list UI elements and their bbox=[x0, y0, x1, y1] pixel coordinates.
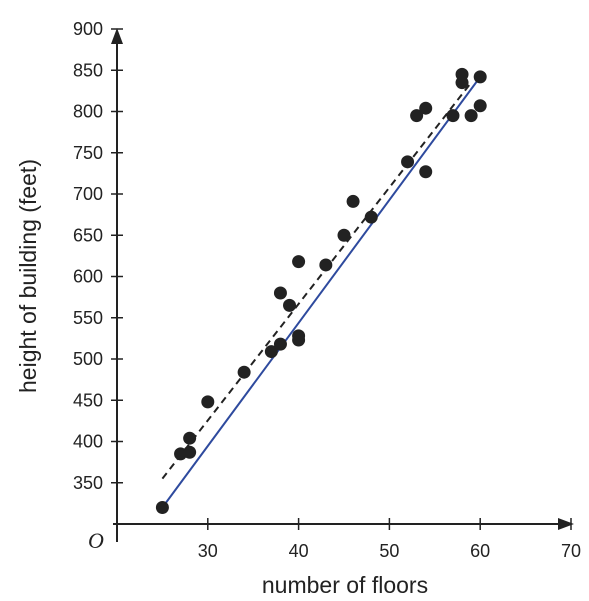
y-tick-label-600: 600 bbox=[73, 267, 103, 287]
y-tick-label-450: 450 bbox=[73, 390, 103, 410]
x-axis-arrow bbox=[558, 518, 574, 530]
origin-label: O bbox=[88, 528, 104, 553]
x-axis-title: number of floors bbox=[262, 572, 428, 598]
data-point-5 bbox=[201, 395, 215, 409]
data-point-18 bbox=[401, 155, 415, 169]
y-axis-title: height of building (feet) bbox=[15, 159, 41, 393]
fit-lines bbox=[161, 76, 482, 509]
y-tick-label-650: 650 bbox=[73, 225, 103, 245]
data-point-20 bbox=[419, 101, 433, 115]
x-tick-label-30: 30 bbox=[198, 541, 218, 561]
y-tick-label-500: 500 bbox=[73, 349, 103, 369]
data-point-6 bbox=[237, 365, 251, 379]
x-tick-labels: 30 40 50 60 70 bbox=[198, 541, 581, 561]
data-point-9 bbox=[273, 286, 287, 300]
data-point-24 bbox=[455, 76, 469, 90]
solid-fit-line bbox=[161, 76, 482, 509]
y-tick-label-350: 350 bbox=[73, 473, 103, 493]
data-point-1 bbox=[155, 501, 169, 514]
data-point-8 bbox=[273, 337, 287, 351]
data-point-22 bbox=[446, 109, 460, 123]
data-point-15 bbox=[337, 228, 351, 242]
y-axis-arrow bbox=[111, 28, 123, 44]
data-point-17 bbox=[364, 210, 378, 224]
data-point-12 bbox=[292, 333, 306, 347]
data-point-25 bbox=[464, 109, 478, 123]
data-point-14 bbox=[319, 258, 333, 272]
x-tick-label-40: 40 bbox=[289, 541, 309, 561]
dashed-fit-line bbox=[161, 82, 472, 480]
y-tick-label-400: 400 bbox=[73, 432, 103, 452]
axes bbox=[111, 28, 574, 542]
data-point-13 bbox=[292, 255, 306, 269]
x-tick-label-70: 70 bbox=[561, 541, 581, 561]
y-tick-label-550: 550 bbox=[73, 308, 103, 328]
data-points bbox=[155, 67, 487, 514]
y-tick-label-850: 850 bbox=[73, 60, 103, 80]
data-point-16 bbox=[346, 194, 360, 208]
data-point-21 bbox=[419, 165, 433, 179]
y-tick-label-700: 700 bbox=[73, 184, 103, 204]
y-tick-label-750: 750 bbox=[73, 143, 103, 163]
y-tick-label-800: 800 bbox=[73, 102, 103, 122]
data-point-3 bbox=[183, 445, 197, 459]
data-point-10 bbox=[283, 298, 297, 312]
y-tick-labels: 350 400 450 500 550 600 650 700 750 800 850 900 bbox=[73, 19, 103, 493]
data-point-19 bbox=[410, 109, 424, 123]
data-point-27 bbox=[473, 99, 487, 113]
x-tick-label-60: 60 bbox=[470, 541, 490, 561]
data-point-7 bbox=[264, 345, 278, 359]
x-tick-label-50: 50 bbox=[379, 541, 399, 561]
y-tick-label-900: 900 bbox=[73, 19, 103, 39]
data-point-26 bbox=[473, 70, 487, 84]
data-point-4 bbox=[183, 431, 197, 445]
